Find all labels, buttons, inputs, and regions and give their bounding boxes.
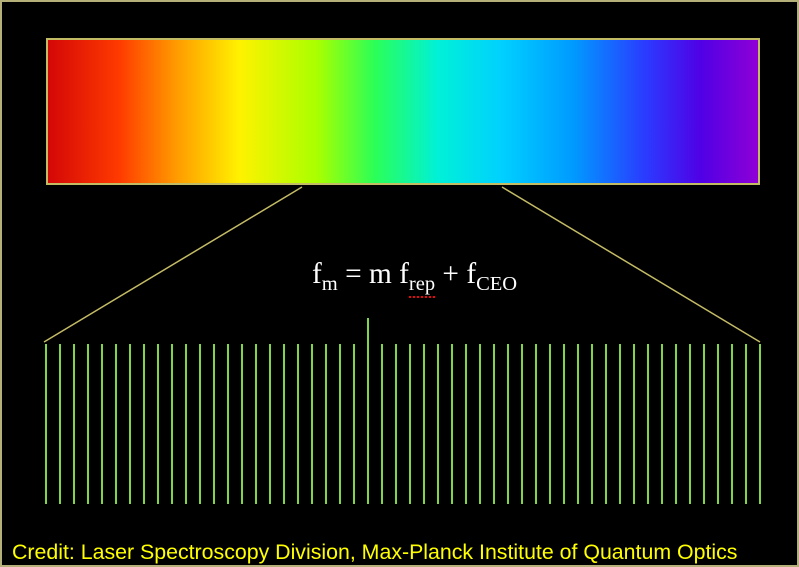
zoom-line-right [502,187,760,342]
equation-sub-rep: rep [409,273,435,298]
equation-sub-ceo: CEO [476,273,517,295]
equation-f1: f [312,258,322,290]
equation-eq: = m [338,258,399,290]
credit-text: Credit: Laser Spectroscopy Division, Max… [12,540,737,565]
zoom-line-left [44,187,302,342]
equation-plus: + [435,258,466,290]
equation-f3: f [466,258,476,290]
comb-equation: fm = m frep + fCEO [312,258,517,296]
equation-f2: f [399,258,409,290]
diagram-frame: fm = m frep + fCEO Credit: Laser Spectro… [0,0,799,567]
equation-sub-m: m [322,273,338,295]
